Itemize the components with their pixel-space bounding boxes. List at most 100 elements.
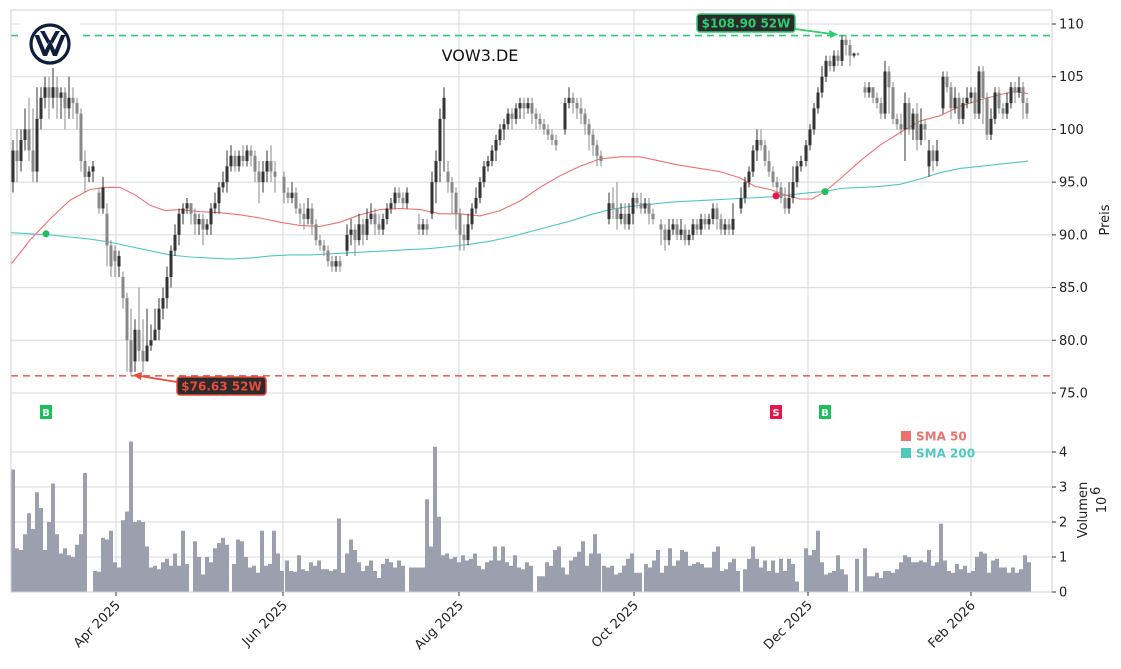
volume-axis: 0 1 2 3 4 — [1052, 446, 1067, 601]
date-axis: Apr 2025 Jun 2025 Aug 2025 Oct 2025 Dec 2025… — [71, 592, 979, 653]
candle-body — [731, 219, 735, 230]
volume-bar — [644, 564, 648, 592]
candle-body — [615, 208, 619, 220]
candle-body — [470, 208, 474, 225]
volume-bar — [481, 569, 485, 592]
candle-body — [133, 329, 137, 362]
volume-bar — [907, 557, 911, 592]
candle-body — [703, 219, 707, 225]
volume-bar — [469, 558, 473, 592]
candle-body — [671, 224, 675, 230]
candle-body — [538, 118, 542, 125]
volume-bar — [401, 565, 405, 592]
candle-body — [129, 340, 133, 372]
volume-bar — [67, 555, 71, 592]
volume-bar — [840, 569, 844, 592]
volume-bar — [668, 548, 672, 592]
candle-body — [141, 350, 145, 362]
volume-tick-label: 3 — [1059, 481, 1067, 496]
volume-bar — [915, 562, 919, 592]
candle-body — [149, 340, 153, 346]
volume-bar — [606, 567, 610, 592]
candle-body — [542, 124, 546, 130]
candle-body — [739, 197, 743, 209]
volume-bar — [321, 569, 325, 592]
candle-body — [695, 224, 699, 230]
candle-body — [899, 124, 903, 130]
volume-bar — [317, 560, 321, 592]
volume-bar — [11, 469, 15, 592]
volume-bar — [289, 571, 293, 592]
volume-bar — [577, 551, 581, 592]
candle-body — [895, 118, 899, 125]
volume-bar — [236, 539, 240, 592]
volume-bar — [441, 555, 445, 592]
candle-body — [583, 113, 587, 125]
volume-bar — [113, 562, 117, 592]
volume-bar — [923, 562, 927, 592]
candle-body — [173, 234, 177, 251]
candle-body — [233, 155, 237, 167]
candle-body — [575, 103, 579, 109]
candle-body — [405, 192, 409, 204]
volume-bar — [593, 534, 597, 592]
candle-body — [627, 213, 631, 225]
candle-body — [213, 203, 217, 209]
volume-bar — [293, 571, 297, 592]
candle-body — [775, 182, 779, 188]
volume-bar — [863, 548, 867, 592]
signal-badge-label: B — [42, 408, 50, 419]
volume-bar — [1007, 572, 1011, 592]
price-tick-label: 110 — [1059, 18, 1084, 33]
candle-body — [546, 129, 550, 135]
volume-bar — [1015, 572, 1019, 592]
candle-body — [643, 203, 647, 209]
volume-bar — [205, 557, 209, 592]
volume-bar — [1011, 567, 1015, 592]
candle-body — [1001, 108, 1005, 114]
volume-tick-label: 0 — [1059, 586, 1067, 601]
volume-bar — [903, 555, 907, 592]
volume-bar — [117, 567, 121, 592]
candle-body — [571, 97, 575, 104]
volume-bar — [808, 555, 812, 592]
price-tick-label: 75.0 — [1059, 387, 1088, 402]
buy-signal-badge: B — [40, 405, 52, 419]
candle-body — [923, 124, 927, 130]
volume-bar — [688, 565, 692, 592]
candle-body — [828, 60, 832, 67]
candle-body — [816, 92, 820, 109]
candle-body — [699, 219, 703, 230]
candle-body — [683, 229, 687, 241]
candle-body — [832, 55, 836, 67]
volume-bar — [549, 565, 553, 592]
candle-body — [393, 192, 397, 204]
buy-cross-dot — [42, 230, 50, 238]
high-52w-label: $108.90 52W — [702, 17, 791, 31]
signal-badge-label: S — [772, 408, 779, 419]
volume-bar — [373, 571, 377, 592]
volume-bar — [618, 572, 622, 592]
candle-body — [438, 118, 442, 162]
candle-body — [651, 213, 655, 220]
candle-body — [727, 224, 731, 230]
candle-body — [209, 208, 213, 225]
price-tick-label: 90.0 — [1059, 228, 1088, 243]
volume-bar — [71, 557, 75, 592]
volume-bar — [569, 560, 573, 592]
volume-bar — [700, 564, 704, 592]
volume-bar — [349, 539, 353, 592]
volume-bar — [389, 562, 393, 592]
candle-body — [75, 103, 79, 114]
candle-body — [273, 171, 277, 177]
volume-bar — [23, 534, 27, 592]
candle-body — [767, 161, 771, 172]
volume-bar — [157, 569, 161, 592]
volume-bar — [983, 553, 987, 592]
volume-bar — [19, 550, 23, 592]
volume-bar — [449, 558, 453, 592]
candle-body — [298, 208, 302, 214]
candle-body — [771, 171, 775, 183]
volume-bar — [597, 553, 601, 592]
volume-bar — [963, 565, 967, 592]
